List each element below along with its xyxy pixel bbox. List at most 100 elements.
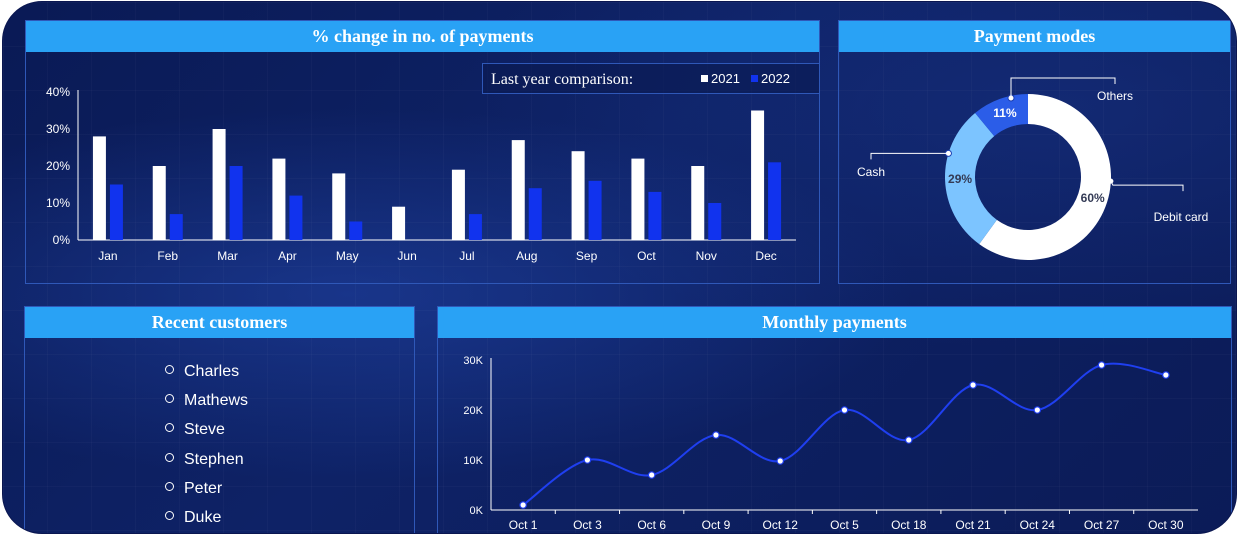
x-tick-label: Oct 6 bbox=[637, 518, 666, 532]
legend-label-2022: 2022 bbox=[761, 71, 790, 86]
customer-name: Mathews bbox=[184, 392, 249, 410]
x-tick-label: Oct 12 bbox=[763, 518, 799, 532]
data-point bbox=[1033, 406, 1042, 414]
x-tick-label: Jan bbox=[98, 249, 117, 263]
monthly-payments-panel: Monthly payments 0K 10K 20K 30K Oct 1 Oct 3 Oc… bbox=[437, 306, 1232, 533]
monthly-payments-title: Monthly payments bbox=[438, 307, 1231, 338]
customer-name: Duke bbox=[184, 508, 222, 526]
bar-2021 bbox=[392, 206, 406, 240]
bullet-circle-icon bbox=[165, 423, 174, 433]
customer-name: Steve bbox=[184, 421, 225, 439]
comparison-legend: Last year comparison: 2021 2022 bbox=[482, 63, 820, 94]
y-tick-label: 30% bbox=[46, 122, 70, 136]
bar-2022 bbox=[468, 214, 482, 240]
bullet-circle-icon bbox=[165, 452, 174, 462]
bar-2022 bbox=[109, 184, 123, 240]
x-tick-label: Aug bbox=[516, 249, 537, 263]
leader-dot bbox=[1108, 178, 1114, 184]
payments-change-title: % change in no. of payments bbox=[26, 21, 819, 52]
x-tick-label: Oct 1 bbox=[509, 518, 538, 532]
donut-slice-others bbox=[975, 94, 1028, 137]
customer-name: Charles bbox=[184, 363, 240, 380]
bar-2022 bbox=[528, 188, 542, 240]
payments-change-panel: % change in no. of payments Last year co… bbox=[25, 20, 820, 284]
x-tick-label: Oct 3 bbox=[573, 518, 602, 532]
bar-2021 bbox=[511, 140, 525, 240]
leader-line bbox=[1110, 180, 1184, 192]
donut-label-cash: Cash bbox=[857, 165, 885, 179]
bullet-circle-icon bbox=[165, 481, 174, 491]
data-point bbox=[840, 406, 849, 414]
bar-2022 bbox=[768, 162, 782, 240]
customer-item[interactable]: Charles bbox=[165, 357, 248, 386]
x-tick-label: Oct 24 bbox=[1020, 518, 1056, 532]
x-tick-label: Sep bbox=[576, 249, 598, 263]
x-tick-label: Oct bbox=[637, 249, 656, 263]
bar-2021 bbox=[571, 151, 585, 240]
payment-modes-title: Payment modes bbox=[839, 21, 1230, 52]
bar-2021 bbox=[751, 110, 765, 240]
bar-2022 bbox=[588, 180, 602, 240]
customer-item[interactable]: Stephen bbox=[165, 445, 248, 474]
x-tick-label: Oct 9 bbox=[702, 518, 731, 532]
legend-item-2022: 2022 bbox=[751, 71, 790, 86]
legend-swatch-2021 bbox=[701, 75, 708, 82]
donut-label-others: Others bbox=[1097, 89, 1133, 103]
donut-value-label: 11% bbox=[993, 106, 1017, 120]
x-tick-label: Dec bbox=[755, 249, 776, 263]
customer-item[interactable]: Mathews bbox=[165, 386, 248, 415]
customer-item[interactable]: Peter bbox=[165, 474, 248, 503]
data-point bbox=[519, 501, 527, 509]
recent-customers-panel: Recent customers Charles Mathews Steve S… bbox=[24, 306, 415, 533]
y-tick-label: 20% bbox=[46, 159, 70, 173]
donut-label-debit-card: Debit card bbox=[1154, 210, 1209, 224]
bar-2021 bbox=[451, 169, 465, 240]
x-tick-label: Mar bbox=[217, 249, 238, 263]
data-point bbox=[647, 471, 656, 479]
x-tick-label: Oct 18 bbox=[891, 518, 927, 532]
bar-2021 bbox=[272, 158, 286, 240]
x-tick-label: Jun bbox=[397, 249, 416, 263]
data-point bbox=[776, 457, 785, 465]
bar-2022 bbox=[708, 203, 722, 240]
bullet-circle-icon bbox=[165, 365, 174, 374]
bar-2021 bbox=[212, 129, 226, 240]
bar-2022 bbox=[169, 214, 183, 240]
legend-label-2021: 2021 bbox=[711, 71, 740, 86]
bar-2022 bbox=[289, 195, 303, 240]
recent-customers-title: Recent customers bbox=[25, 307, 414, 338]
series-line bbox=[522, 362, 1167, 506]
customer-name: Peter bbox=[184, 479, 223, 497]
bar-2022 bbox=[229, 166, 243, 240]
legend-swatch-2022 bbox=[751, 75, 758, 82]
bar-2021 bbox=[332, 173, 346, 240]
bar-2021 bbox=[631, 158, 645, 240]
donut-slice-cash bbox=[945, 113, 997, 245]
data-point bbox=[969, 381, 977, 389]
x-tick-label: Nov bbox=[696, 249, 717, 263]
data-point bbox=[904, 436, 913, 444]
y-tick-label: 10% bbox=[46, 196, 70, 210]
customer-item[interactable]: Steve bbox=[165, 415, 248, 444]
y-tick-label: 40% bbox=[46, 85, 70, 99]
data-point bbox=[1162, 371, 1170, 379]
legend-item-2021: 2021 bbox=[701, 71, 740, 86]
bar-chart: 0% 10% 20% 30% 40% Jan Feb Mar Apr May Jun Jul Aug Se… bbox=[46, 85, 796, 263]
customer-name: Stephen bbox=[184, 450, 244, 468]
leader-line bbox=[870, 152, 949, 160]
bar-2022 bbox=[648, 191, 662, 240]
x-tick-label: May bbox=[336, 249, 359, 263]
data-point bbox=[1097, 361, 1106, 369]
bar-2021 bbox=[691, 166, 705, 240]
donut-value-label: 29% bbox=[948, 172, 972, 186]
line-chart: 0K 10K 20K 30K Oct 1 Oct 3 Oct 6 Oct 9 Oct 12 Oct… bbox=[463, 355, 1198, 532]
leader-line bbox=[1010, 77, 1116, 98]
y-tick-label: 0% bbox=[53, 233, 71, 247]
customer-item[interactable]: Duke bbox=[165, 503, 248, 532]
donut-slice-debit-card bbox=[979, 94, 1111, 260]
bar-2021 bbox=[152, 166, 166, 240]
bullet-circle-icon bbox=[165, 510, 174, 520]
y-tick-label: 20K bbox=[463, 405, 483, 417]
x-tick-label: Feb bbox=[157, 249, 178, 263]
